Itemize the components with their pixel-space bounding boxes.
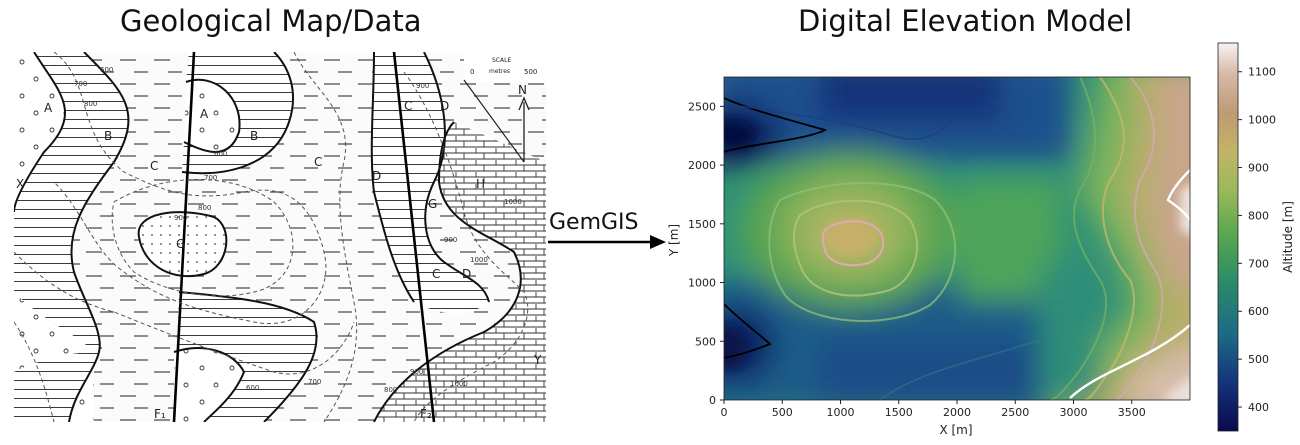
x-tick-label: 3500 <box>1118 406 1146 419</box>
unit-label: C <box>314 155 322 169</box>
unit-label: G <box>428 197 437 211</box>
colorbar-tick-label: 1100 <box>1248 66 1276 79</box>
colorbar-ticks: 400 500 600 700 800 900 1000 1100 <box>1238 66 1276 414</box>
contour-label: 1000 <box>470 256 488 264</box>
unit-label: G <box>176 237 185 251</box>
unit-label: D <box>372 169 381 183</box>
scale-bar: SCALE metres 0 500 <box>464 52 546 82</box>
colorbar-tick-label: 500 <box>1248 353 1269 366</box>
contour-label: 900 <box>416 82 429 90</box>
gemgis-label: GemGIS <box>549 210 639 235</box>
unit-label: H <box>476 177 485 191</box>
fault-label: F₁ <box>154 407 166 421</box>
right-arrow-icon <box>548 235 666 249</box>
y-tick-label: 2500 <box>688 100 716 113</box>
unit-label: C <box>150 159 158 173</box>
colorbar-tick-label: 800 <box>1248 209 1269 222</box>
unit-label: A <box>44 101 53 115</box>
unit-label: A <box>200 107 209 121</box>
contour-label: 900 <box>444 236 457 244</box>
north-arrow-icon: N <box>518 83 530 162</box>
contour-label: 600 <box>246 384 259 392</box>
y-tick-label: 1500 <box>688 218 716 231</box>
y-tick-label: 2000 <box>688 159 716 172</box>
colorbar-tick-label: 600 <box>1248 305 1269 318</box>
elevation-raster <box>724 77 1190 400</box>
dem-chart: 0 500 1000 1500 2000 2500 3000 3500 0 500 1000 150… <box>667 42 1295 437</box>
unit-label: D <box>462 267 471 281</box>
x-tick-label: 0 <box>721 406 728 419</box>
y-axis-label: Y [m] <box>667 224 681 257</box>
colorbar-tick-label: 400 <box>1248 401 1269 414</box>
geological-map-title: Geological Map/Data <box>120 4 422 38</box>
y-tick-label: 1000 <box>688 277 716 290</box>
unit-label: D <box>440 99 449 113</box>
contour-label: 700 <box>308 378 321 386</box>
y-tick-label: 500 <box>695 335 716 348</box>
unit-label: Y <box>533 353 542 367</box>
scale-end: 500 <box>524 68 537 76</box>
contour-label: 1000 <box>450 380 468 388</box>
unit-label: C <box>432 267 440 281</box>
contour-label: 800 <box>198 204 211 212</box>
contour-label: 600 <box>214 150 227 158</box>
colorbar-tick-label: 900 <box>1248 162 1269 175</box>
x-tick-label: 2000 <box>943 406 971 419</box>
contour-label: 1000 <box>504 198 522 206</box>
contour-label: 600 <box>100 66 113 74</box>
y-axis: 0 500 1000 1500 2000 2500 <box>688 100 724 407</box>
colorbar-label: Altitude [m] <box>1281 201 1295 273</box>
y-tick-label: 0 <box>709 394 716 407</box>
x-tick-label: 500 <box>772 406 793 419</box>
contour-label: 900 <box>410 368 423 376</box>
colorbar <box>1217 42 1239 432</box>
contour-label: 700 <box>204 174 217 182</box>
x-tick-label: 1000 <box>827 406 855 419</box>
scale-label: SCALE <box>492 57 511 64</box>
north-label: N <box>518 83 527 97</box>
contour-label: 800 <box>84 100 97 108</box>
geological-map: A A B B C C C C D D D G G H X Y F₁ F₂ 60… <box>14 52 546 422</box>
dem-title: Digital Elevation Model <box>798 4 1133 38</box>
colorbar-tick-label: 700 <box>1248 257 1269 270</box>
scale-start: 0 <box>470 68 474 76</box>
unit-label: X <box>16 177 24 191</box>
contour-label: 700 <box>74 80 87 88</box>
scale-units: metres <box>489 68 510 75</box>
x-tick-label: 3000 <box>1060 406 1088 419</box>
x-axis: 0 500 1000 1500 2000 2500 3000 3500 <box>721 400 1146 419</box>
x-tick-label: 2500 <box>1001 406 1029 419</box>
unit-label: B <box>250 129 258 143</box>
x-tick-label: 1500 <box>885 406 913 419</box>
x-axis-label: X [m] <box>939 423 972 437</box>
fault-label: F₂ <box>420 407 432 421</box>
contour-label: 900 <box>174 214 187 222</box>
contour-label: 800 <box>384 386 397 394</box>
unit-label: B <box>104 129 112 143</box>
unit-label: C <box>404 99 412 113</box>
colorbar-tick-label: 1000 <box>1248 114 1276 127</box>
